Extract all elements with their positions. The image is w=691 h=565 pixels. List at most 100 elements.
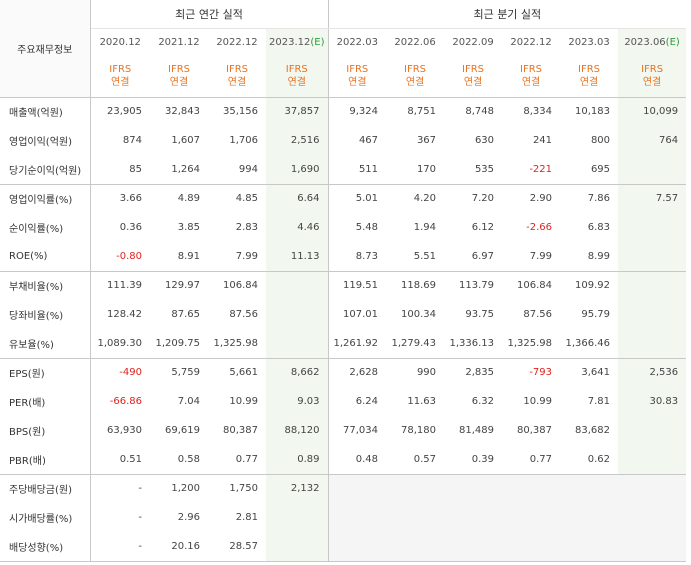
- table-cell: 106.84: [502, 270, 561, 300]
- table-cell: 5.01: [327, 183, 387, 213]
- table-cell: 1,325.98: [213, 337, 258, 349]
- table-cell: 87.65: [171, 309, 200, 320]
- standard-line-1: IFRS: [168, 64, 190, 76]
- table-cell: -793: [502, 357, 561, 387]
- table-cell: 7.99: [529, 250, 553, 262]
- period-label: 2023.03: [568, 36, 610, 48]
- table-cell: [266, 503, 329, 532]
- standard-line-1: IFRS: [520, 64, 543, 76]
- table-cell: 7.04: [177, 396, 200, 407]
- table-cell: 2.96: [177, 512, 200, 523]
- row-label: 부채비율(%): [0, 270, 91, 300]
- table-cell: 6.24: [327, 387, 387, 416]
- table-cell: [618, 503, 687, 532]
- table-cell: 1,264: [171, 163, 200, 175]
- table-cell: 170: [416, 163, 437, 175]
- table-cell: 37,857: [266, 97, 329, 126]
- accounting-standard-label: IFRS 연결: [266, 56, 329, 98]
- table-cell: 8,751: [407, 106, 437, 118]
- table-cell: 5,759: [150, 357, 208, 387]
- table-cell: 35,156: [223, 106, 258, 118]
- table-row: 배당성향(%) -20.16 28.57: [0, 532, 687, 562]
- table-cell: [560, 473, 619, 503]
- table-cell: [386, 503, 445, 532]
- table-cell: 9.03: [266, 387, 329, 416]
- table-cell: 1,750: [208, 473, 266, 503]
- table-cell: 8,334: [523, 106, 553, 118]
- table-cell: 0.57: [413, 453, 437, 465]
- table-cell: 113.79: [444, 270, 503, 300]
- table-cell: [386, 532, 445, 562]
- period-label: 2023.06: [624, 36, 666, 48]
- table-cell: 85: [129, 163, 142, 175]
- table-cell: 8.91: [177, 250, 200, 262]
- estimate-mark: (E): [310, 36, 325, 48]
- table-cell: 367: [416, 135, 437, 146]
- standard-line-2: 연결: [287, 77, 306, 89]
- table-cell: 9,324: [327, 97, 387, 126]
- table-cell: [386, 473, 445, 503]
- table-cell: 77,034: [327, 416, 387, 445]
- row-label: 영업이익률(%): [0, 183, 91, 213]
- table-row: EPS(원) -490 5,759 5,661 8,662 2,628 990 2,835 -7…: [0, 357, 687, 387]
- period-header: 2023.03: [560, 28, 618, 56]
- table-cell: 7.81: [587, 396, 611, 407]
- standard-line-1: IFRS: [578, 64, 601, 76]
- table-cell: [618, 532, 687, 562]
- table-cell: 118.69: [386, 270, 445, 300]
- table-cell: 80,387: [517, 425, 553, 436]
- table-cell: 7.86: [560, 183, 619, 213]
- standard-line-2: 연결: [169, 77, 189, 89]
- table-cell: 7.20: [444, 183, 503, 213]
- standard-line-2: 연결: [579, 77, 599, 89]
- table-cell: 4.20: [386, 183, 445, 213]
- table-cell: 6.97: [471, 250, 495, 262]
- table-cell: [327, 532, 387, 562]
- table-row: 시가배당률(%) - 2.96 2.81: [0, 503, 687, 532]
- table-cell: 10,099: [618, 97, 687, 126]
- row-label: PER(배): [0, 387, 91, 416]
- table-cell: -: [90, 473, 150, 503]
- row-label: 순이익률(%): [0, 213, 91, 242]
- table-cell: 1,261.92: [327, 329, 387, 358]
- period-label: 2021.12: [158, 36, 200, 48]
- row-label: ROE(%): [0, 242, 91, 271]
- table-cell: 2,536: [618, 357, 687, 387]
- row-label: 유보율(%): [0, 329, 91, 358]
- table-cell: 107.01: [327, 300, 387, 329]
- financial-data-body: 매출액(억원) 23,905 32,843 35,156 37,857 9,324 8,75…: [0, 97, 687, 562]
- period-header: 2022.12: [208, 28, 266, 56]
- table-cell: 0.48: [327, 445, 387, 474]
- annual-group-header: 최근 연간 실적: [90, 0, 329, 29]
- table-cell: -490: [90, 357, 150, 387]
- table-cell: [266, 532, 329, 562]
- table-cell: 994: [238, 163, 258, 175]
- accounting-standard-label: IFRS 연결: [560, 56, 619, 98]
- table-cell: 3.66: [90, 183, 150, 213]
- standard-line-2: 연결: [348, 77, 367, 89]
- table-cell: 8,748: [465, 106, 495, 118]
- accounting-standard-label: IFRS 연결: [90, 56, 150, 98]
- table-row: 당좌비율(%) 128.42 87.65 87.56 107.01 100.34 93.75…: [0, 300, 687, 329]
- table-cell: [444, 473, 503, 503]
- accounting-standard-label: IFRS 연결: [618, 56, 687, 98]
- table-cell: 0.51: [119, 453, 142, 465]
- table-cell: 3.85: [177, 222, 200, 233]
- table-cell: 1,366.46: [565, 337, 611, 349]
- table-cell: 2.81: [235, 512, 258, 523]
- standard-line-2: 연결: [405, 77, 425, 89]
- row-label: 당기순이익(억원): [0, 155, 91, 184]
- estimate-mark: (E): [665, 36, 680, 48]
- table-cell: 2,516: [266, 126, 329, 155]
- standard-line-1: IFRS: [404, 64, 427, 76]
- period-label: 2022.12: [216, 36, 258, 48]
- period-header: 2020.12: [90, 28, 150, 56]
- table-cell: 20.16: [150, 532, 208, 562]
- table-cell: 0.58: [177, 453, 200, 465]
- table-cell: -: [138, 512, 142, 523]
- table-cell: 1,325.98: [507, 337, 553, 349]
- table-cell: 2,835: [444, 357, 503, 387]
- table-cell: 2,132: [266, 473, 329, 503]
- table-cell: 0.77: [529, 453, 553, 465]
- standard-line-2: 연결: [111, 77, 130, 89]
